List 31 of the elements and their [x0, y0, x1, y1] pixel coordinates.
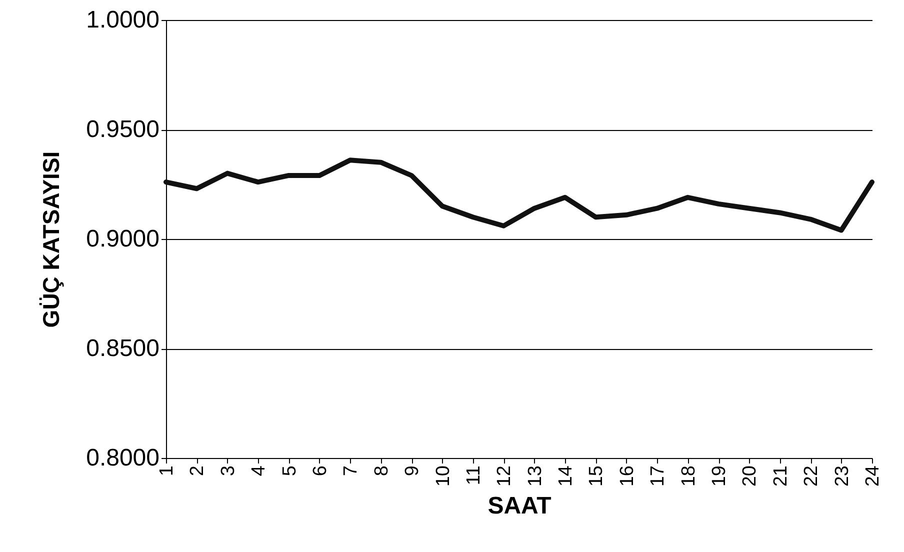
x-tick-label: 6 [310, 466, 331, 476]
x-tick-label: 8 [371, 466, 392, 476]
x-tick-label: 22 [801, 466, 822, 487]
x-tick-label: 20 [740, 466, 761, 487]
x-axis-title: SAAT [488, 492, 552, 520]
x-tick-label: 19 [709, 466, 730, 487]
y-tick-label: 0.9000 [86, 226, 160, 252]
y-axis-title: GÜÇ KATSAYISI [38, 151, 64, 328]
x-tick-label: 10 [432, 466, 454, 487]
x-tick-label: 11 [463, 466, 484, 486]
x-tick-label: 12 [494, 466, 516, 487]
y-tick-label: 1.0000 [86, 6, 160, 34]
x-tick-label: 21 [770, 466, 792, 487]
x-tick-label: 7 [340, 466, 362, 476]
x-tick-label: 24 [862, 465, 884, 487]
x-tick-label: 23 [832, 466, 853, 487]
y-tick-label: 0.9500 [86, 116, 160, 143]
y-tick-label: 0.8500 [86, 335, 160, 362]
x-tick-label: 15 [586, 466, 608, 487]
x-tick-label: 16 [616, 466, 638, 487]
x-tick-label: 13 [524, 466, 546, 487]
x-tick-label: 4 [248, 465, 270, 476]
y-tick-label: 0.8000 [86, 444, 160, 472]
x-tick-label: 1 [156, 466, 178, 476]
x-tick-label: 3 [218, 466, 239, 476]
x-tick-label: 17 [648, 466, 669, 487]
x-tick-label: 18 [678, 466, 700, 487]
x-tick-label: 5 [279, 466, 300, 476]
x-tick-label: 2 [187, 466, 208, 476]
x-tick-label: 14 [556, 465, 577, 487]
x-tick-label: 9 [402, 466, 424, 476]
